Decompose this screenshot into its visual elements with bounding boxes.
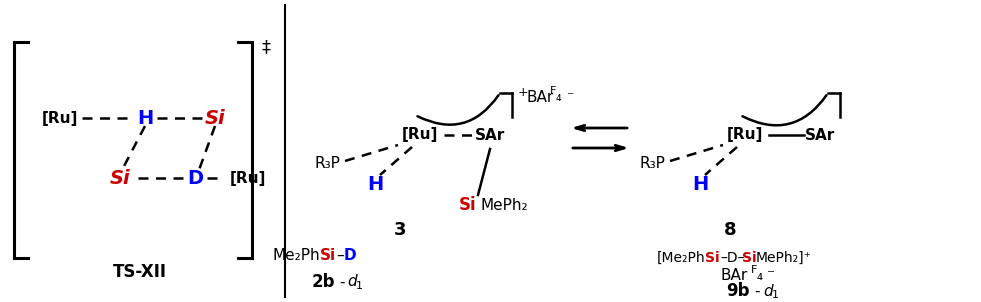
Text: 9b: 9b: [727, 282, 750, 300]
Text: MePh₂]⁺: MePh₂]⁺: [756, 251, 812, 265]
Text: 2b: 2b: [312, 273, 335, 291]
Text: Si: Si: [458, 196, 476, 214]
Text: ‡: ‡: [262, 38, 271, 56]
Text: D: D: [187, 169, 203, 188]
Text: 3: 3: [393, 221, 406, 239]
Text: TS-XII: TS-XII: [113, 263, 167, 281]
Text: H: H: [137, 108, 153, 127]
Text: R₃P: R₃P: [640, 156, 665, 171]
Text: H: H: [367, 175, 384, 194]
Text: 1: 1: [356, 281, 363, 291]
Text: ₄: ₄: [757, 268, 763, 282]
FancyArrowPatch shape: [418, 95, 498, 125]
Text: Si: Si: [110, 169, 130, 188]
Text: Si: Si: [705, 251, 720, 265]
Text: H: H: [692, 175, 708, 194]
Text: –: –: [336, 248, 343, 262]
Text: [Ru]: [Ru]: [402, 127, 439, 143]
Text: [Ru]: [Ru]: [42, 111, 78, 126]
Text: BAr: BAr: [721, 268, 748, 282]
Text: d: d: [763, 284, 773, 298]
Text: Si: Si: [742, 251, 756, 265]
Text: [Ru]: [Ru]: [230, 171, 266, 185]
Text: F: F: [550, 86, 556, 96]
Text: +: +: [518, 86, 529, 99]
Text: ₄: ₄: [556, 90, 562, 104]
Text: D: D: [344, 248, 357, 262]
Text: –D–: –D–: [720, 251, 745, 265]
Text: BAr: BAr: [526, 89, 553, 104]
Text: 1: 1: [772, 290, 779, 300]
Text: SAr: SAr: [804, 127, 835, 143]
Text: d: d: [347, 275, 357, 290]
Text: -: -: [754, 284, 759, 298]
Text: F: F: [751, 265, 757, 275]
Text: R₃P: R₃P: [314, 156, 340, 171]
Text: 8: 8: [724, 221, 737, 239]
Text: Me₂Ph: Me₂Ph: [273, 248, 320, 262]
Text: -: -: [339, 275, 344, 290]
FancyArrowPatch shape: [743, 95, 826, 125]
Text: Si: Si: [320, 248, 336, 262]
Text: ⁻: ⁻: [767, 268, 775, 282]
Text: SAr: SAr: [475, 127, 505, 143]
Text: [Ru]: [Ru]: [727, 127, 763, 143]
Text: MePh₂: MePh₂: [480, 198, 528, 213]
Text: ⁻: ⁻: [566, 90, 573, 104]
Text: [Me₂Ph: [Me₂Ph: [656, 251, 705, 265]
Text: Si: Si: [205, 108, 226, 127]
